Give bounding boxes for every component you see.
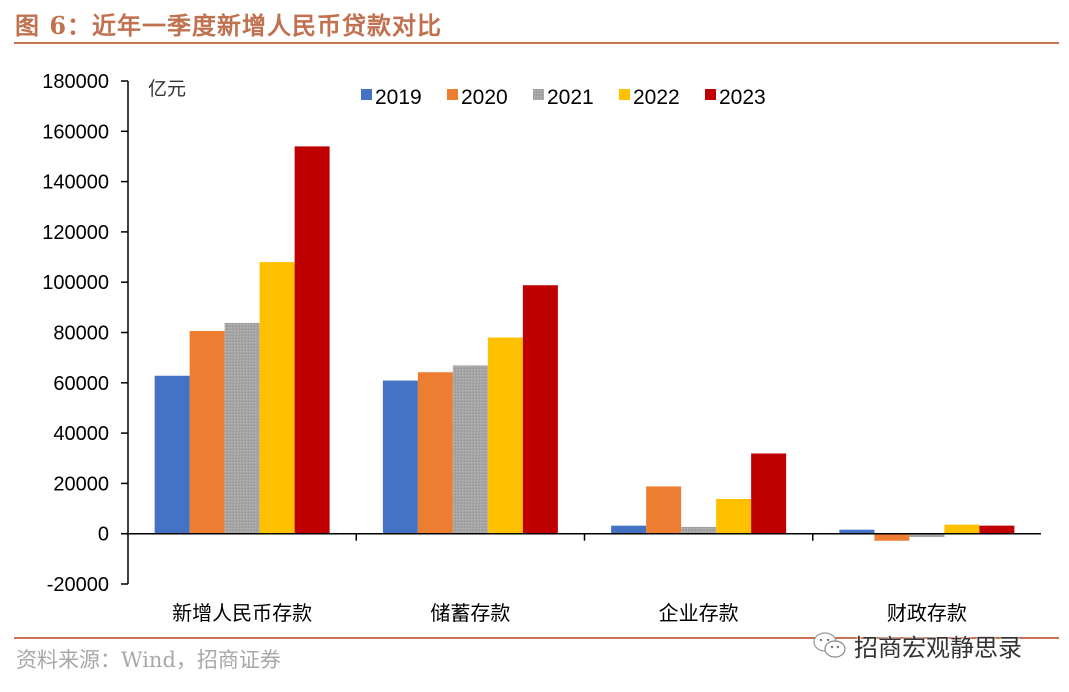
bar-2022-1	[487, 337, 523, 534]
legend-label-2023: 2023	[719, 86, 766, 109]
bar-2023-3	[979, 525, 1015, 534]
legend-swatch-2021	[533, 89, 544, 100]
legend-label-2021: 2021	[547, 86, 594, 109]
bar-2020-1	[417, 372, 453, 534]
y-tick-label: 120000	[42, 222, 109, 244]
bar-2019-3	[839, 529, 875, 534]
bar-2022-3	[944, 524, 980, 534]
y-tick-label: 100000	[42, 272, 109, 294]
bar-2023-2	[751, 453, 787, 534]
legend-label-2022: 2022	[633, 86, 680, 109]
y-tick-label: 20000	[53, 473, 109, 495]
bar-2023-0	[294, 146, 330, 534]
y-tick-label: 80000	[53, 323, 109, 345]
watermark: 招商宏观静思录	[812, 628, 1022, 663]
bar-2021-3	[909, 533, 945, 537]
figure-title: 图 6：近年一季度新增人民币贷款对比	[15, 11, 443, 40]
y-tick-label: 140000	[42, 172, 109, 194]
x-tick-label: 新增人民币存款	[172, 601, 312, 625]
legend-swatch-2020	[447, 89, 458, 100]
bar-2019-0	[154, 375, 190, 534]
bar-2020-0	[189, 330, 225, 534]
bar-2021-2	[681, 526, 717, 534]
legend-label-2019: 2019	[375, 86, 422, 109]
bar-2021-0	[224, 322, 260, 534]
source-note: 资料来源：Wind，招商证券	[16, 648, 281, 672]
watermark-text: 招商宏观静思录	[854, 635, 1022, 662]
legend-swatch-2022	[619, 89, 630, 100]
legend-swatch-2023	[705, 89, 716, 100]
bar-2022-2	[716, 498, 752, 534]
bar-2019-1	[382, 380, 418, 534]
y-tick-label: 40000	[53, 423, 109, 445]
legend-swatch-2019	[361, 89, 372, 100]
title-divider	[14, 42, 1059, 44]
bar-2020-2	[646, 486, 682, 534]
bar-2023-1	[522, 285, 558, 534]
bar-2021-1	[452, 365, 488, 534]
y-tick-label: 180000	[42, 71, 109, 93]
unit-label: 亿元	[148, 78, 186, 100]
axes-layer: 新增人民币存款 储蓄存款 企业存款 财政存款 -20000 0 20000 40000 6000…	[42, 71, 1041, 625]
footer-divider	[14, 637, 1059, 639]
wechat-icon	[812, 631, 848, 661]
y-tick-label: -20000	[47, 574, 109, 596]
x-tick-label: 企业存款	[659, 601, 739, 625]
bar-2022-0	[259, 262, 295, 534]
bar-2019-2	[611, 525, 647, 534]
bar-2020-3	[874, 533, 910, 541]
legend: 2019 2020 2021 2022 2023	[361, 86, 766, 109]
y-tick-label: 0	[98, 524, 109, 546]
x-tick-label: 储蓄存款	[430, 601, 510, 625]
y-tick-label: 60000	[53, 373, 109, 395]
legend-label-2020: 2020	[461, 86, 508, 109]
bars-layer	[154, 146, 1015, 541]
y-tick-label: 160000	[42, 121, 109, 143]
x-tick-label: 财政存款	[887, 601, 967, 625]
